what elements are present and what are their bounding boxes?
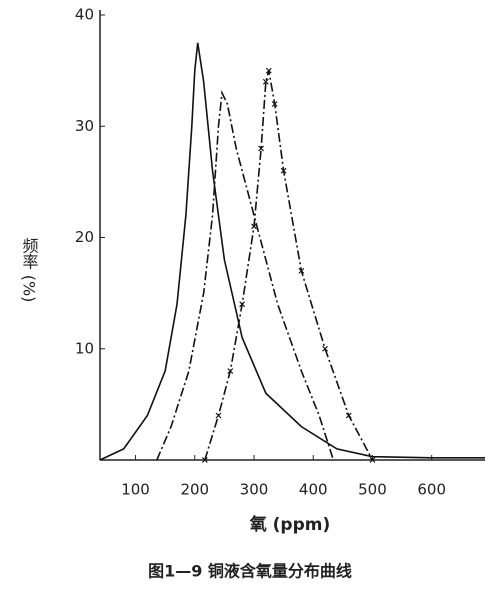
x-tick-label: 600 bbox=[417, 481, 446, 499]
x-tick-label: 100 bbox=[121, 481, 150, 499]
y-tick-label: 30 bbox=[75, 117, 94, 135]
point-marker bbox=[369, 457, 376, 463]
x-tick-label: 400 bbox=[299, 481, 328, 499]
point-marker bbox=[322, 345, 329, 352]
y-tick-label: 10 bbox=[75, 339, 94, 357]
x-axis-label: 氧 (ppm) bbox=[249, 514, 331, 535]
line bbox=[204, 70, 374, 461]
point-marker bbox=[227, 368, 234, 374]
x-tick-label: 500 bbox=[358, 481, 387, 499]
point-marker bbox=[239, 301, 246, 308]
x-tick-label: 200 bbox=[180, 481, 209, 499]
x-tick-label: 300 bbox=[240, 481, 269, 499]
point-marker bbox=[251, 223, 257, 230]
point-marker bbox=[265, 67, 272, 74]
y-axis-label: 频率 (%) bbox=[20, 238, 39, 303]
line bbox=[99, 42, 485, 461]
point-marker bbox=[201, 457, 208, 463]
line bbox=[156, 89, 335, 461]
point-marker bbox=[298, 267, 305, 274]
point-marker bbox=[262, 78, 269, 85]
point-marker bbox=[215, 412, 222, 419]
y-tick-label: 40 bbox=[75, 6, 94, 24]
point-marker bbox=[258, 145, 265, 152]
point-marker bbox=[280, 167, 287, 174]
y-tick-label: 20 bbox=[75, 228, 94, 246]
point-marker bbox=[345, 412, 352, 419]
caption: 图1—9 铜液含氧量分布曲线 bbox=[148, 562, 352, 581]
point-marker bbox=[271, 101, 278, 107]
